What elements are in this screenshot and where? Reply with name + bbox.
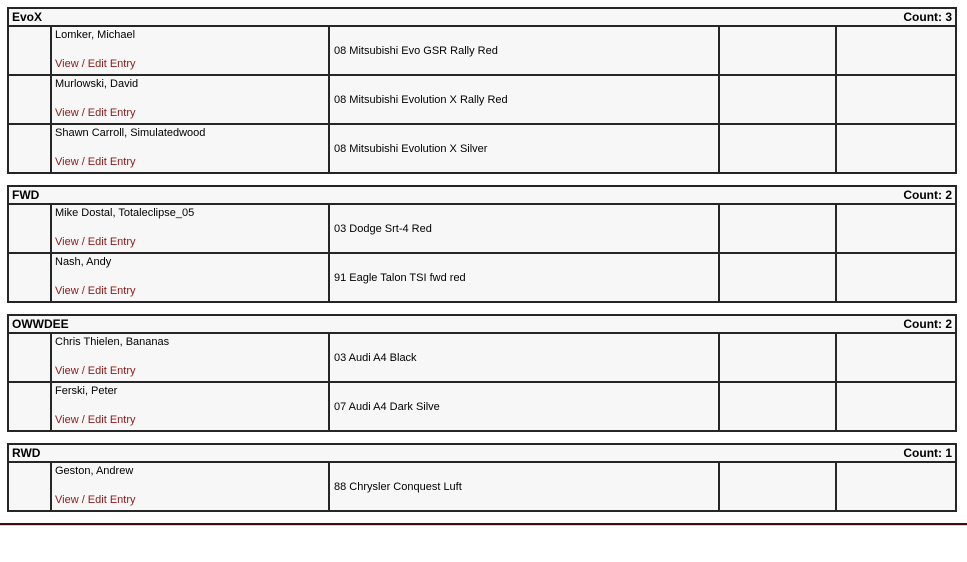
class-table: FWD Count: 2 Mike Dostal, Totaleclipse_0… (7, 185, 957, 303)
class-name: EvoX (12, 10, 43, 24)
view-edit-entry-link[interactable]: View / Edit Entry (55, 156, 136, 168)
class-name: RWD (12, 446, 41, 460)
entrant-name: Ferski, Peter (55, 385, 118, 397)
class-header: EvoX Count: 3 (12, 10, 952, 24)
entry-row: Nash, Andy View / Edit Entry 91 Eagle Ta… (7, 252, 957, 303)
vehicle-cell: 88 Chrysler Conquest Luft (328, 461, 720, 512)
entrant-name: Shawn Carroll, Simulatedwood (55, 127, 206, 139)
extra-cell-1 (718, 74, 837, 125)
class-header: OWWDEE Count: 2 (12, 317, 952, 331)
extra-cell-2 (834, 461, 958, 512)
extra-cell-1 (718, 203, 837, 254)
entry-tables: EvoX Count: 3 Lomker, Michael View / Edi… (6, 7, 958, 512)
entrant-cell: Lomker, Michael View / Edit Entry (50, 25, 330, 76)
view-edit-entry-link[interactable]: View / Edit Entry (55, 494, 136, 506)
extra-cell-1 (718, 381, 837, 432)
view-edit-entry-link[interactable]: View / Edit Entry (55, 285, 136, 297)
class-name: OWWDEE (12, 317, 69, 331)
class-header: RWD Count: 1 (12, 446, 952, 460)
entrant-name: Chris Thielen, Bananas (55, 336, 170, 348)
entry-row: Ferski, Peter View / Edit Entry 07 Audi … (7, 381, 958, 432)
entrant-name: Lomker, Michael (55, 29, 136, 41)
class-rows: Geston, Andrew View / Edit Entry 88 Chry… (7, 461, 958, 512)
footer-divider (0, 523, 967, 526)
class-table: RWD Count: 1 Geston, Andrew View / Edit … (6, 443, 958, 512)
vehicle-cell: 08 Mitsubishi Evolution X Rally Red (328, 74, 720, 125)
class-name: FWD (12, 188, 40, 202)
entry-row: Lomker, Michael View / Edit Entry 08 Mit… (7, 25, 958, 76)
class-header-cell: FWD Count: 2 (7, 185, 957, 205)
class-count: Count: 1 (903, 446, 953, 460)
view-edit-entry-link[interactable]: View / Edit Entry (55, 365, 136, 377)
class-header: FWD Count: 2 (12, 188, 952, 202)
entrant-name: Murlowski, David (55, 78, 139, 90)
extra-cell-2 (834, 25, 958, 76)
entry-number-cell (7, 203, 52, 254)
vehicle-cell: 03 Dodge Srt-4 Red (328, 203, 720, 254)
vehicle-cell: 07 Audi A4 Dark Silve (328, 381, 720, 432)
class-header-row: RWD Count: 1 (6, 443, 958, 463)
entry-row: Murlowski, David View / Edit Entry 08 Mi… (7, 74, 958, 125)
extra-cell-1 (718, 123, 837, 174)
entry-row: Geston, Andrew View / Edit Entry 88 Chry… (7, 461, 958, 512)
extra-cell-2 (834, 332, 958, 383)
entrant-cell: Murlowski, David View / Edit Entry (50, 74, 330, 125)
extra-cell-1 (718, 25, 837, 76)
class-header-row: OWWDEE Count: 2 (6, 314, 958, 334)
extra-cell-2 (835, 203, 957, 254)
class-rows: Lomker, Michael View / Edit Entry 08 Mit… (7, 25, 958, 174)
vehicle-cell: 08 Mitsubishi Evolution X Silver (328, 123, 720, 174)
extra-cell-1 (718, 461, 837, 512)
entry-row: Shawn Carroll, Simulatedwood View / Edit… (7, 123, 958, 174)
entry-number-cell (7, 123, 52, 174)
class-count: Count: 2 (903, 188, 952, 202)
entrant-name: Geston, Andrew (55, 465, 134, 477)
class-table: OWWDEE Count: 2 Chris Thielen, Bananas V… (6, 314, 958, 432)
entrant-name: Nash, Andy (55, 256, 112, 268)
entry-row: Mike Dostal, Totaleclipse_05 View / Edit… (7, 203, 957, 254)
entry-number-cell (7, 252, 52, 303)
class-rows: Mike Dostal, Totaleclipse_05 View / Edit… (7, 203, 957, 303)
vehicle-cell: 91 Eagle Talon TSI fwd red (328, 252, 720, 303)
view-edit-entry-link[interactable]: View / Edit Entry (55, 58, 136, 70)
class-count: Count: 3 (903, 10, 953, 24)
entry-number-cell (7, 461, 52, 512)
entrant-cell: Ferski, Peter View / Edit Entry (50, 381, 330, 432)
vehicle-cell: 03 Audi A4 Black (328, 332, 720, 383)
entry-row: Chris Thielen, Bananas View / Edit Entry… (7, 332, 958, 383)
extra-cell-2 (834, 381, 958, 432)
extra-cell-1 (718, 332, 837, 383)
extra-cell-2 (834, 123, 958, 174)
view-edit-entry-link[interactable]: View / Edit Entry (55, 236, 136, 248)
class-header-row: FWD Count: 2 (7, 185, 957, 205)
entrant-name: Mike Dostal, Totaleclipse_05 (55, 207, 195, 219)
class-header-cell: RWD Count: 1 (6, 443, 958, 463)
view-edit-entry-link[interactable]: View / Edit Entry (55, 107, 136, 119)
view-edit-entry-link[interactable]: View / Edit Entry (55, 414, 136, 426)
extra-cell-1 (718, 252, 837, 303)
entrant-cell: Shawn Carroll, Simulatedwood View / Edit… (50, 123, 330, 174)
entry-number-cell (7, 25, 52, 76)
entrant-cell: Nash, Andy View / Edit Entry (50, 252, 330, 303)
class-header-cell: EvoX Count: 3 (6, 7, 958, 27)
vehicle-cell: 08 Mitsubishi Evo GSR Rally Red (328, 25, 720, 76)
entry-number-cell (7, 381, 52, 432)
entrant-cell: Geston, Andrew View / Edit Entry (50, 461, 330, 512)
entrant-cell: Mike Dostal, Totaleclipse_05 View / Edit… (50, 203, 330, 254)
extra-cell-2 (835, 252, 957, 303)
entry-list-page: EvoX Count: 3 Lomker, Michael View / Edi… (6, 7, 958, 512)
class-table: EvoX Count: 3 Lomker, Michael View / Edi… (6, 7, 958, 174)
extra-cell-2 (834, 74, 958, 125)
entrant-cell: Chris Thielen, Bananas View / Edit Entry (50, 332, 330, 383)
class-count: Count: 2 (903, 317, 953, 331)
class-header-row: EvoX Count: 3 (6, 7, 958, 27)
class-header-cell: OWWDEE Count: 2 (6, 314, 958, 334)
entry-number-cell (7, 74, 52, 125)
entry-number-cell (7, 332, 52, 383)
class-rows: Chris Thielen, Bananas View / Edit Entry… (7, 332, 958, 432)
